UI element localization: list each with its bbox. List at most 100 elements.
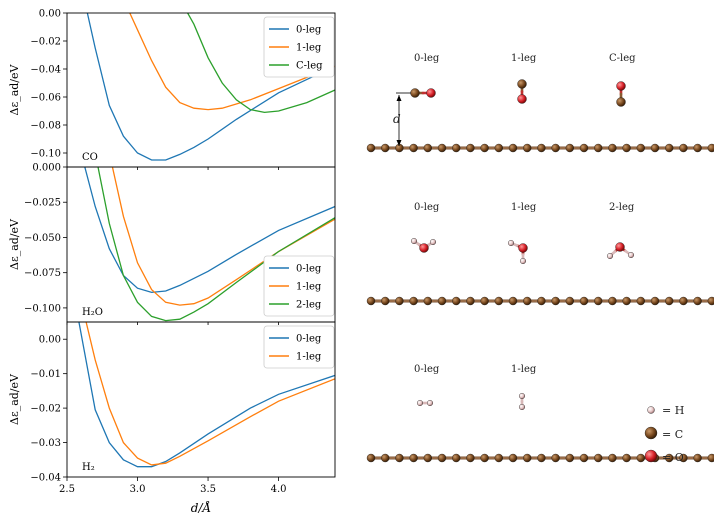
h2-1leg-hydrogen [519, 393, 526, 400]
carbon-atom [494, 143, 503, 153]
h2-molecules [417, 393, 526, 411]
carbon-atom [636, 143, 645, 153]
panel-label: H₂O [82, 307, 103, 318]
h2-1leg-hydrogen [519, 404, 526, 411]
carbon-atom [437, 143, 447, 153]
h2o-0leg-hydrogen [430, 238, 437, 245]
carbon-atom [707, 296, 714, 306]
series-line-0-leg [84, 167, 335, 294]
legend-entry: 0-leg [296, 25, 322, 36]
legend-entry: 1-leg [296, 352, 322, 363]
carbon-atom [608, 143, 617, 153]
carbon-atom [707, 453, 714, 463]
carbon-atom [665, 453, 674, 463]
carbon-atom [381, 296, 390, 306]
y-tick-label: −0.100 [24, 303, 61, 314]
carbon-atom [537, 296, 546, 306]
co-1leg-oxygen [517, 94, 527, 104]
carbon-atom [381, 143, 390, 153]
carbon-atom [366, 453, 376, 463]
series-line-1-leg [111, 167, 335, 306]
x-tick-label: 3.5 [200, 484, 216, 495]
x-tick-label: 2.5 [59, 484, 75, 495]
y-tick-label: −0.02 [30, 404, 61, 415]
h2o-1-leg-label: 1-leg [511, 202, 537, 213]
carbon-atom [381, 453, 390, 463]
carbon-atom [608, 453, 617, 463]
h2o-0leg-hydrogen [411, 237, 418, 244]
co-0leg-oxygen [426, 88, 436, 98]
carbon-atom [423, 296, 432, 306]
co-cleg-oxygen [616, 81, 626, 91]
carbon-atom [693, 453, 702, 463]
h2o-0leg-oxygen [419, 243, 429, 253]
y-tick-label: −0.03 [30, 438, 61, 449]
key-o-label: = O [662, 451, 684, 464]
h2-0-leg-label: 0-leg [414, 364, 440, 375]
y-tick-label: −0.025 [24, 198, 61, 209]
carbon-atom [693, 143, 702, 153]
panel-label: CO [82, 152, 98, 163]
y-axis-label: Δε_ad/eV [8, 373, 21, 425]
carbon-atom [508, 296, 518, 306]
carbon-atom [650, 143, 660, 153]
carbon-atom [594, 453, 603, 463]
y-tick-label: 0.00 [39, 335, 61, 346]
co-0-leg-label: 0-leg [414, 53, 440, 64]
carbon-atom [437, 296, 447, 306]
y-tick-label: −0.04 [30, 473, 61, 484]
carbon-atom [551, 296, 560, 306]
y-tick-label: −0.01 [30, 369, 61, 380]
y-tick-label: 0.000 [32, 163, 61, 174]
carbon-atom [608, 296, 617, 306]
legend-entry: 0-leg [296, 334, 322, 345]
carbon-atom [452, 296, 461, 306]
legend-entry: C-leg [296, 61, 323, 72]
carbon-atom [579, 296, 589, 306]
y-tick-label: −0.10 [30, 149, 61, 160]
key-h-label: = H [662, 404, 685, 417]
h2o-2leg-oxygen [615, 242, 625, 252]
carbon-atom [395, 453, 404, 463]
h2-0leg-hydrogen [417, 400, 424, 407]
carbon-atom [622, 296, 631, 306]
carbon-atom [594, 296, 603, 306]
carbon-atom [579, 143, 589, 153]
distance-marker [396, 92, 411, 146]
carbon-atom [693, 296, 702, 306]
series-line-1-leg [85, 322, 335, 466]
carbon-atom [537, 453, 546, 463]
h2o-molecules [411, 237, 635, 265]
distance-d-label: d [393, 112, 401, 126]
carbon-atom [594, 143, 603, 153]
h2-0leg-hydrogen [427, 400, 434, 407]
h2o-1leg-hydrogen [520, 258, 527, 265]
carbon-atom [565, 453, 574, 463]
carbon-atom [409, 296, 418, 306]
carbon-atom [423, 143, 432, 153]
carbon-atom [494, 453, 503, 463]
carbon-atom [466, 143, 475, 153]
carbon-atom [508, 143, 518, 153]
carbon-atom [452, 143, 461, 153]
carbon-atom [636, 453, 645, 463]
carbon-atom [452, 453, 461, 463]
axes-frame [66, 321, 336, 478]
legend: 0-leg 1-leg 2-leg [263, 255, 335, 317]
carbon-atom [466, 453, 475, 463]
y-tick-label: −0.08 [30, 121, 61, 132]
chart-panel-0: 0.00 −0.02 −0.04 −0.06 −0.08 −0.10 CO Δε_ad/eV 0… [8, 9, 336, 170]
series-line-2-leg [97, 167, 335, 322]
carbon-atom [622, 143, 631, 153]
carbon-atom [409, 143, 418, 153]
carbon-atom [523, 453, 532, 463]
carbon-atom [466, 296, 475, 306]
y-axis-label: Δε_ad/eV [8, 218, 21, 270]
chart-panel-1: 0.000 −0.025 −0.050 −0.075 −0.100 H₂O Δε_ad/eV… [8, 163, 336, 325]
carbon-atom [665, 143, 674, 153]
y-axis-label: Δε_ad/eV [8, 63, 21, 115]
carbon-atom [480, 453, 489, 463]
co-molecules [410, 79, 626, 107]
x-tick-label: 4.0 [271, 484, 287, 495]
carbon-atom [650, 296, 660, 306]
